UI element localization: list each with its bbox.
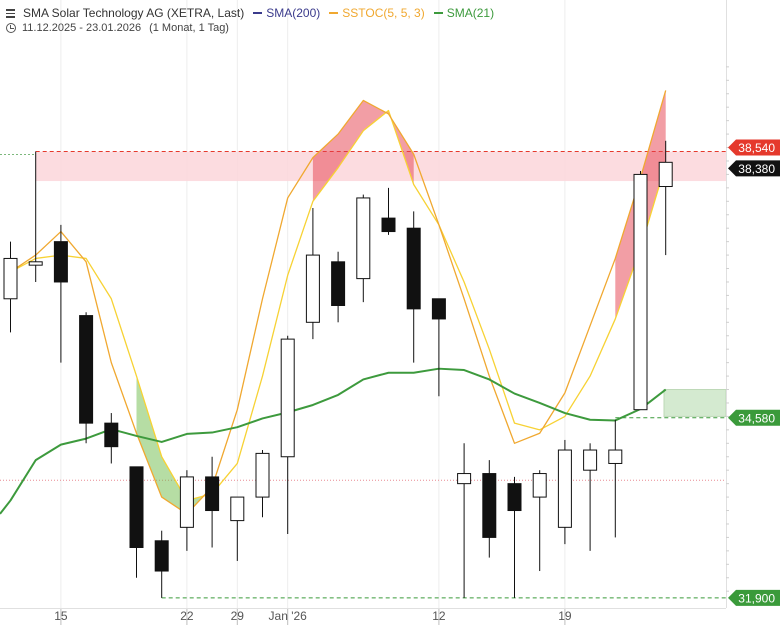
- candle-body: [507, 483, 522, 512]
- zones: [0, 151, 727, 599]
- candle-body: [104, 422, 119, 448]
- candle-body: [431, 298, 446, 320]
- price-label-text: 38,380: [738, 162, 775, 176]
- candle-body: [608, 449, 623, 464]
- overbought-fill: [312, 100, 414, 202]
- sma21-line: [0, 367, 667, 515]
- menu-icon[interactable]: [6, 8, 15, 18]
- candle-body: [129, 466, 144, 549]
- indicator-lines: [0, 90, 667, 515]
- candle-body: [53, 241, 68, 283]
- candles: [3, 140, 673, 598]
- candle-body: [658, 161, 673, 188]
- sma200-swatch: [253, 12, 263, 14]
- chart-subtitle: 11.12.2025 - 23.01.2026 (1 Monat, 1 Tag): [6, 21, 229, 35]
- chart-legend: SMA Solar Technology AG (XETRA, Last) SM…: [6, 5, 494, 21]
- legend-label-sma21: SMA(21): [446, 6, 495, 20]
- price-label-tag: [728, 409, 780, 426]
- candle-body: [557, 449, 572, 528]
- candle-body: [154, 540, 169, 572]
- price-labels: 38,540 38,380 34,580 31,900: [728, 139, 780, 606]
- candle-body: [482, 473, 497, 538]
- x-tick-label: 12: [432, 609, 446, 623]
- legend-item-sma21[interactable]: SMA(21): [433, 6, 495, 20]
- candle-body: [406, 227, 421, 310]
- candle-body: [331, 261, 346, 306]
- x-tick-label: 29: [231, 609, 245, 623]
- sstoc-fast-line: [10, 90, 667, 515]
- sstoc-swatch: [329, 12, 339, 14]
- candle-body: [79, 315, 94, 424]
- candle-body: [205, 476, 220, 512]
- instrument-title: SMA Solar Technology AG (XETRA, Last): [23, 6, 245, 20]
- candle-body: [532, 473, 547, 498]
- sstoc-slow-line: [10, 109, 667, 502]
- candle-body: [457, 473, 472, 485]
- candle-body: [381, 217, 396, 233]
- x-tick-label: 22: [180, 609, 194, 623]
- candle-body: [583, 449, 598, 471]
- candle-body: [356, 197, 371, 280]
- candle-body: [280, 338, 295, 458]
- candle-body: [305, 254, 320, 323]
- x-tick-label: Jan '26: [269, 609, 308, 623]
- x-tick-label: 19: [558, 609, 572, 623]
- candle-body: [633, 173, 648, 411]
- legend-item-sstoc[interactable]: SSTOC(5, 5, 3): [329, 6, 425, 20]
- resistance-zone: [35, 151, 726, 182]
- candle-body: [3, 257, 18, 300]
- legend-label-sma200: SMA(200): [266, 6, 321, 20]
- interval-label: (1 Monat, 1 Tag): [149, 22, 229, 34]
- support-zone: [663, 389, 727, 417]
- price-label-tag: [728, 139, 780, 156]
- price-label-text: 38,540: [738, 141, 775, 155]
- oversold-fill: [136, 376, 213, 514]
- legend-label-sstoc: SSTOC(5, 5, 3): [342, 6, 425, 20]
- candle-body: [255, 452, 270, 498]
- date-range: 11.12.2025 - 23.01.2026: [22, 22, 142, 34]
- price-label-tag: [728, 160, 780, 177]
- candle-body: [230, 496, 245, 522]
- price-label-text: 31,900: [738, 591, 775, 605]
- legend-item-sma200[interactable]: SMA(200): [253, 6, 320, 20]
- clock-icon: [6, 23, 16, 33]
- price-label-text: 34,580: [738, 411, 775, 425]
- candle-body: [28, 261, 43, 266]
- price-label-tag: [728, 589, 780, 606]
- x-tick-label: 15: [54, 609, 68, 623]
- candle-body: [179, 476, 194, 528]
- sma21-swatch: [433, 12, 443, 14]
